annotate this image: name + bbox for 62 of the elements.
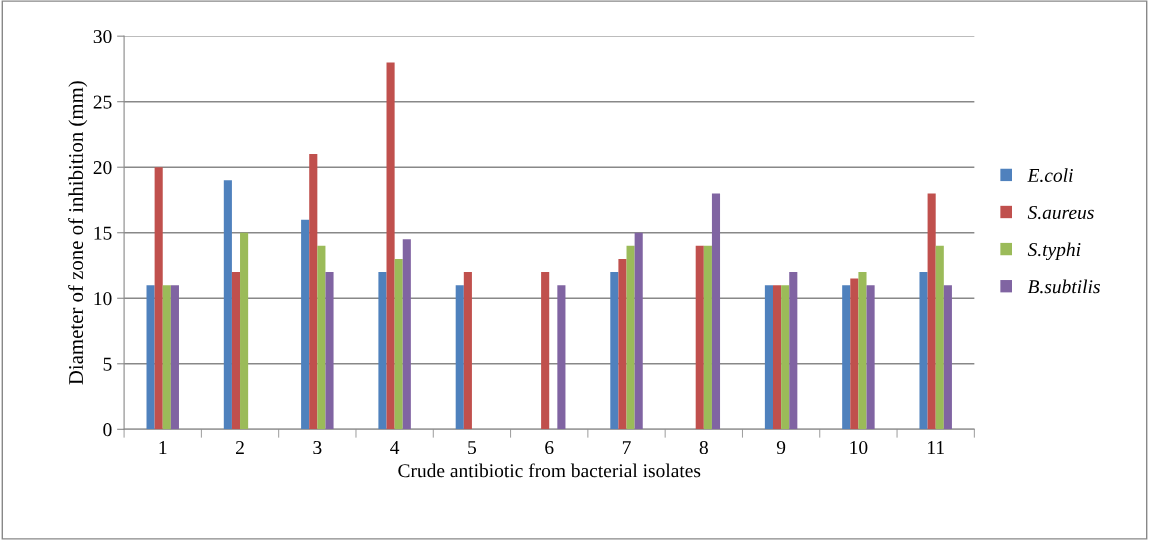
y-axis-title: Diameter of zone of inhibition (mm)	[68, 81, 88, 385]
x-tick-label: 6	[545, 441, 554, 455]
y-tick-label: 15	[94, 226, 112, 240]
bar	[402, 239, 411, 430]
y-tick-label: 25	[93, 95, 112, 109]
bar	[927, 193, 936, 430]
x-tick-label: 3	[313, 441, 322, 455]
bar	[850, 278, 859, 430]
legend-label: S.aureus	[1027, 205, 1094, 220]
y-tick-label: 10	[94, 292, 112, 306]
x-tick-label: 7	[622, 441, 631, 454]
bar	[772, 285, 782, 430]
x-tick-label: 4	[390, 441, 400, 454]
bar	[703, 245, 712, 430]
bar	[162, 285, 171, 430]
bar	[634, 232, 643, 430]
bar	[394, 258, 403, 430]
bar	[378, 272, 387, 430]
y-tick-label: 30	[93, 30, 112, 44]
y-tick-label: 20	[93, 161, 112, 175]
legend-label: E.coli	[1027, 168, 1073, 183]
legend-label: S.typhi	[1027, 242, 1081, 261]
bar	[146, 285, 155, 430]
x-tick-label: 2	[236, 441, 244, 454]
x-tick-label: 5	[468, 441, 477, 455]
bar	[301, 219, 310, 430]
bar	[618, 258, 627, 430]
bar	[386, 62, 395, 430]
bar	[943, 285, 952, 430]
bar	[223, 180, 232, 430]
bar	[317, 245, 326, 430]
bar	[781, 285, 790, 430]
bar	[626, 245, 635, 430]
bar	[866, 285, 875, 430]
x-tick-label: 9	[776, 441, 786, 455]
x-tick-label: 8	[699, 440, 708, 455]
bar	[764, 285, 773, 430]
bar	[919, 272, 928, 430]
x-tick-label: 10	[850, 440, 868, 455]
x-tick-label: 1	[159, 441, 167, 454]
bar	[610, 272, 619, 430]
y-tick-label: 0	[103, 423, 112, 437]
bar	[170, 285, 179, 430]
bar	[325, 272, 334, 430]
y-tick-label: 5	[103, 357, 112, 371]
bar	[695, 245, 704, 430]
bar	[541, 272, 550, 430]
bar	[455, 285, 464, 430]
bar	[309, 154, 318, 430]
bar	[231, 272, 241, 430]
bar	[463, 272, 472, 430]
bar	[858, 272, 867, 430]
bar	[557, 285, 566, 430]
bar	[711, 193, 721, 430]
bar	[154, 167, 163, 430]
bar	[789, 272, 798, 430]
bar	[842, 285, 851, 430]
x-axis-title: Crude antibiotic from bacterial isolates	[398, 463, 701, 478]
legend-label: B.subtilis	[1027, 279, 1100, 294]
bar	[935, 245, 944, 430]
bar	[240, 232, 249, 430]
x-tick-label: 11	[928, 441, 944, 454]
